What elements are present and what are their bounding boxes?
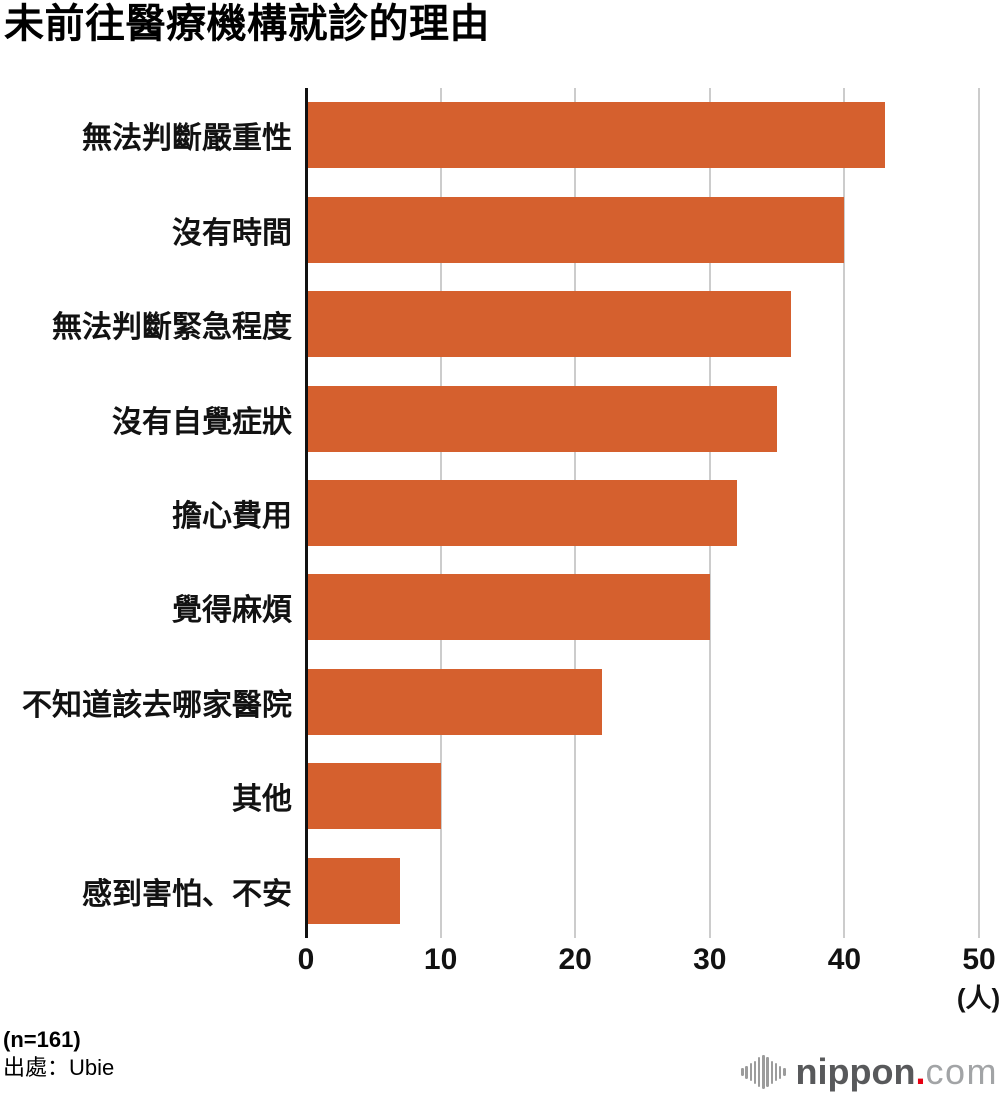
logo-text: nippon.com bbox=[796, 1054, 998, 1090]
soundwave-bar bbox=[778, 1065, 782, 1079]
bar-6 bbox=[306, 574, 710, 641]
category-label: 沒有時間 bbox=[172, 216, 292, 250]
x-gridline-50 bbox=[978, 88, 980, 938]
bar-row: 無法判斷嚴重性 bbox=[0, 88, 1000, 182]
bar-row: 無法判斷緊急程度 bbox=[0, 277, 1000, 371]
category-label: 無法判斷嚴重性 bbox=[82, 122, 292, 156]
bar-row: 沒有時間 bbox=[0, 182, 1000, 276]
bar-track bbox=[306, 466, 1000, 560]
logo-suffix: com bbox=[925, 1051, 998, 1092]
category-label: 其他 bbox=[232, 783, 292, 817]
category-label: 覺得麻煩 bbox=[172, 594, 292, 628]
category-label: 無法判斷緊急程度 bbox=[52, 311, 292, 345]
bar-row: 感到害怕、不安 bbox=[0, 844, 1000, 938]
bar-7 bbox=[306, 668, 603, 735]
bar-track bbox=[306, 182, 1000, 276]
bar-track bbox=[306, 655, 1000, 749]
soundwave-bar bbox=[766, 1057, 769, 1087]
bar-row: 其他 bbox=[0, 749, 1000, 843]
bar-track bbox=[306, 88, 1000, 182]
soundwave-bar bbox=[753, 1060, 757, 1084]
bar-track bbox=[306, 277, 1000, 371]
bar-rows: 無法判斷嚴重性沒有時間無法判斷緊急程度沒有自覺症狀擔心費用覺得麻煩不知道該去哪家… bbox=[0, 88, 1000, 938]
bar-5 bbox=[306, 479, 737, 546]
footer-notes: (n=161) 出處：Ubie bbox=[3, 1026, 114, 1082]
category-label: 感到害怕、不安 bbox=[82, 877, 292, 911]
bar-3 bbox=[306, 291, 791, 358]
x-axis-unit-label: (人) bbox=[956, 983, 1000, 1013]
logo-name: nippon bbox=[795, 1051, 916, 1092]
sample-size-note: (n=161) bbox=[3, 1027, 81, 1052]
category-label: 沒有自覺症狀 bbox=[112, 405, 292, 439]
chart-title: 未前往醫療機構就診的理由 bbox=[4, 2, 490, 46]
x-tick-label-10: 10 bbox=[423, 943, 458, 976]
bar-row: 不知道該去哪家醫院 bbox=[0, 655, 1000, 749]
x-tick-label-40: 40 bbox=[827, 943, 862, 976]
soundwave-icon bbox=[741, 1055, 786, 1089]
soundwave-bar bbox=[762, 1055, 765, 1089]
x-tick-label-20: 20 bbox=[558, 943, 592, 976]
x-tick-label-30: 30 bbox=[693, 943, 727, 976]
category-label: 不知道該去哪家醫院 bbox=[22, 688, 292, 722]
bar-track bbox=[306, 749, 1000, 843]
bar-row: 沒有自覺症狀 bbox=[0, 371, 1000, 465]
soundwave-bar bbox=[770, 1060, 773, 1084]
bar-2 bbox=[306, 196, 845, 263]
bar-track bbox=[306, 844, 1000, 938]
bar-1 bbox=[306, 102, 885, 169]
soundwave-bar bbox=[774, 1063, 778, 1081]
x-tick-label-0: 0 bbox=[297, 943, 315, 976]
category-label: 擔心費用 bbox=[172, 499, 292, 533]
x-gridline-40 bbox=[843, 88, 846, 938]
soundwave-bar bbox=[741, 1068, 744, 1076]
bar-row: 覺得麻煩 bbox=[0, 560, 1000, 654]
soundwave-bar bbox=[783, 1068, 786, 1076]
bar-4 bbox=[306, 385, 778, 452]
x-axis: 0 10 20 30 40 50 (人) bbox=[0, 943, 1000, 1018]
bar-9 bbox=[306, 857, 401, 924]
soundwave-bar bbox=[749, 1063, 753, 1081]
y-axis-line bbox=[304, 88, 308, 938]
bar-8 bbox=[306, 763, 441, 830]
bar-track bbox=[306, 560, 1000, 654]
bar-track bbox=[306, 371, 1000, 465]
soundwave-bar bbox=[745, 1065, 748, 1079]
bar-row: 擔心費用 bbox=[0, 466, 1000, 560]
source-note: 出處：Ubie bbox=[3, 1055, 115, 1080]
logo-dot: . bbox=[915, 1051, 926, 1092]
soundwave-bar bbox=[758, 1057, 761, 1087]
nippon-logo: nippon.com bbox=[741, 1048, 998, 1096]
x-tick-label-50: 50 bbox=[962, 943, 996, 976]
